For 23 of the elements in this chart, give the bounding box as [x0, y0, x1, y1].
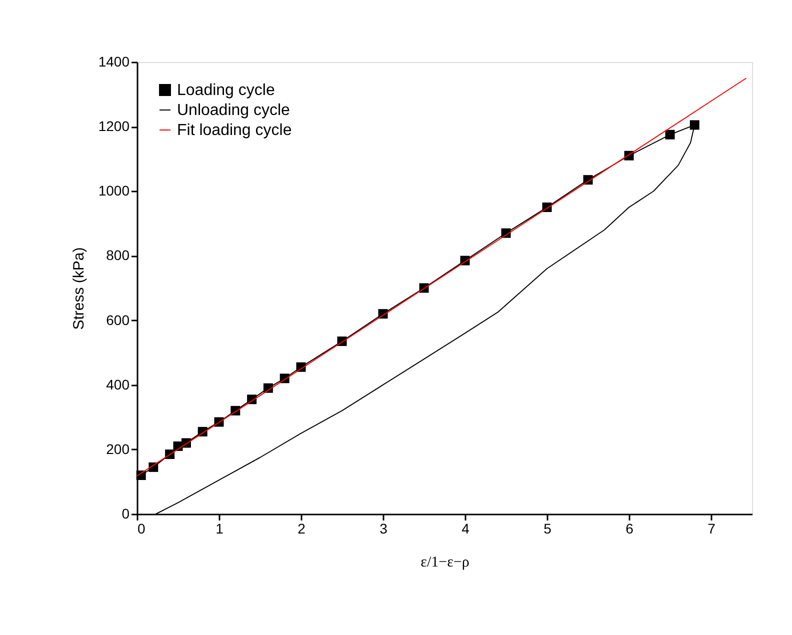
- y-tick-label: 0: [122, 506, 130, 522]
- x-tick-label: 3: [380, 520, 388, 536]
- x-tick-label: 2: [298, 520, 306, 536]
- y-tick-label: 1200: [98, 118, 130, 134]
- x-tick-label: 7: [708, 520, 716, 536]
- x-tick-label: 0: [138, 520, 146, 536]
- x-axis-title: ε/1−ε−ρ: [420, 554, 470, 570]
- x-tick-label: 1: [216, 520, 224, 536]
- y-tick-label: 1400: [98, 54, 130, 70]
- y-tick-label: 1000: [98, 182, 130, 199]
- legend-label: Loading cycle: [177, 82, 275, 99]
- point: [665, 130, 675, 140]
- y-tick-label: 600: [106, 312, 130, 328]
- legend-label: Fit loading cycle: [177, 122, 292, 139]
- x-tick-label: 5: [544, 520, 552, 536]
- legend-label: Unloading cycle: [177, 102, 290, 119]
- x-tick-label: 6: [626, 520, 634, 536]
- y-axis-title: Stress (kPa): [70, 247, 88, 330]
- point: [690, 120, 700, 130]
- y-tick-label: 400: [106, 376, 130, 392]
- x-tick-label: 4: [462, 520, 470, 536]
- y-tick-label: 200: [106, 440, 130, 457]
- y-tick-label: 800: [106, 247, 130, 264]
